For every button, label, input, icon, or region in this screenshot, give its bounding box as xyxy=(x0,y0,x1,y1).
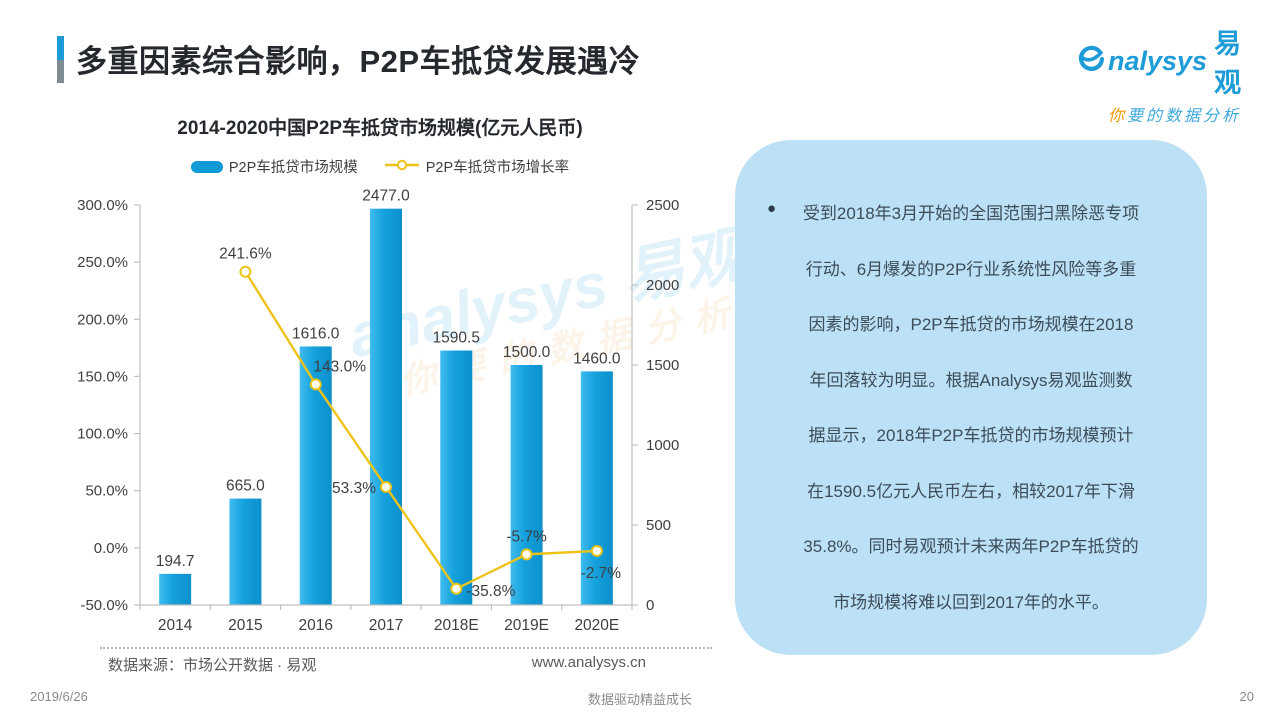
legend-label-line: P2P车抵贷市场增长率 xyxy=(425,160,570,176)
footer-date: 2019/6/26 xyxy=(30,689,88,704)
page-title: 多重因素综合影响，P2P车抵贷发展遇冷 xyxy=(76,44,641,79)
analysys-logo-mark-icon xyxy=(1078,45,1105,77)
website-text: www.analysys.cn xyxy=(531,654,646,671)
insight-line-1: 受到2018年3月开始的全国范围扫黑除恶专项 xyxy=(802,204,1140,223)
category-label-2016: 2016 xyxy=(298,617,332,634)
source-row: 数据来源：市场公开数据 · 易观 www.analysys.cn xyxy=(108,654,646,675)
right-axis-tick-label: 2500 xyxy=(646,197,679,214)
right-axis-tick-label: 1500 xyxy=(646,357,679,374)
logo-tagline: 你要的数据分析 xyxy=(1108,102,1258,126)
left-axis-tick-label: 150.0% xyxy=(77,368,128,385)
data-source-text: 数据来源：市场公开数据 · 易观 xyxy=(108,657,317,674)
growth-marker-2015 xyxy=(239,265,252,278)
category-label-2019E: 2019E xyxy=(504,617,549,634)
bar-2020E xyxy=(580,371,613,605)
left-axis-tick-label: 0.0% xyxy=(94,540,128,557)
growth-value-2017: 53.3% xyxy=(332,480,376,497)
category-label-2015: 2015 xyxy=(228,617,262,634)
insight-line-2: 行动、6月爆发的P2P行业系统性风险等多重 xyxy=(805,259,1137,279)
line-series-marker-icon xyxy=(384,159,420,175)
chart-title: 2014-2020中国P2P车抵贷市场规模(亿元人民币) xyxy=(177,118,583,139)
growth-marker-2016 xyxy=(309,378,322,391)
growth-marker-2018E xyxy=(450,582,463,595)
insight-line-3: 因素的影响，P2P车抵贷的市场规模在2018 xyxy=(808,315,1134,334)
category-label-2018E: 2018E xyxy=(434,617,479,634)
bar-2019E xyxy=(510,365,543,605)
market-chart-svg: 194.7 665.0 1616.0 2477.0 1590.5 1500.0 1460.0… xyxy=(77,188,679,634)
logo-tagline-first: 你 xyxy=(1108,108,1128,125)
bar-value-2015: 665.0 xyxy=(226,478,265,495)
right-axis-tick-label: 500 xyxy=(646,517,671,534)
bar-value-2019E: 1500.0 xyxy=(503,344,551,361)
insight-text: 受到2018年3月开始的全国范围扫黑除恶专项 行动、6月爆发的P2P行业系统性风险… xyxy=(759,186,1183,630)
insight-line-7: 35.8%。同时易观预计未来两年P2P车抵贷的 xyxy=(803,537,1139,556)
logo-tagline-rest: 要的数据分析 xyxy=(1127,108,1242,125)
category-label-2014: 2014 xyxy=(158,617,193,634)
bar-series-swatch-icon xyxy=(190,160,223,173)
analysys-logo: nalysys 易观 你要的数据分析 xyxy=(1078,22,1258,126)
growth-value-2016: 143.0% xyxy=(313,358,366,375)
bar-2015 xyxy=(229,498,262,605)
bar-2017 xyxy=(370,208,402,605)
bar-value-2018E: 1590.5 xyxy=(433,330,480,347)
growth-value-2015: 241.6% xyxy=(219,246,272,263)
page-number: 20 xyxy=(1239,689,1254,704)
left-axis-tick-label: 50.0% xyxy=(85,483,128,500)
growth-marker-2017 xyxy=(380,480,392,493)
accent-bar-blue xyxy=(57,36,64,60)
left-axis-tick-label: 100.0% xyxy=(77,426,128,443)
category-label-2020E: 2020E xyxy=(574,617,619,634)
right-axis-tick-label: 1000 xyxy=(646,437,679,454)
category-label-2017: 2017 xyxy=(369,617,403,634)
footer-slogan: 数据驱动精益成长 xyxy=(587,692,692,707)
right-axis-tick-label: 0 xyxy=(646,597,654,614)
bar-value-2017: 2477.0 xyxy=(362,188,410,205)
insight-line-4: 年回落较为明显。根据Analysys易观监测数 xyxy=(809,370,1133,390)
left-axis-tick-label: 200.0% xyxy=(77,311,128,328)
legend-label-bar: P2P车抵贷市场规模 xyxy=(228,160,358,176)
source-separator xyxy=(100,647,712,649)
logo-text-en: nalysys xyxy=(1108,45,1208,76)
legend-item-bar: P2P车抵贷市场规模 xyxy=(190,156,358,177)
growth-line xyxy=(244,271,597,591)
logo-text-cn: 易观 xyxy=(1214,29,1248,98)
accent-bar-gray xyxy=(57,60,64,83)
growth-value-2020E: -2.7% xyxy=(581,565,622,582)
insight-line-8: 市场规模将难以回到2017年的水平。 xyxy=(833,592,1109,612)
bar-value-2014: 194.7 xyxy=(156,553,195,570)
bar-2014 xyxy=(159,573,192,605)
left-axis-tick-label: -50.0% xyxy=(80,597,128,614)
insight-line-6: 在1590.5亿元人民币左右，相较2017年下滑 xyxy=(807,481,1135,501)
growth-marker-2019E xyxy=(520,548,533,561)
bar-2018E xyxy=(440,350,473,605)
growth-marker-2020E xyxy=(590,544,603,557)
bar-value-2016: 1616.0 xyxy=(292,325,340,342)
insight-line-5: 据显示，2018年P2P车抵贷的市场规模预计 xyxy=(808,426,1134,445)
insight-panel: ● 受到2018年3月开始的全国范围扫黑除恶专项 行动、6月爆发的P2P行业系统性… xyxy=(735,140,1207,655)
legend-item-line: P2P车抵贷市场增长率 xyxy=(384,156,569,177)
chart-legend: P2P车抵贷市场规模 P2P车抵贷市场增长率 xyxy=(120,156,640,177)
left-axis-tick-label: 300.0% xyxy=(77,197,128,214)
bar-value-2020E: 1460.0 xyxy=(573,350,621,367)
title-accent-bar xyxy=(57,36,64,83)
growth-value-2018E: -35.8% xyxy=(466,583,515,600)
left-axis-tick-label: 250.0% xyxy=(77,254,128,271)
right-axis-tick-label: 2000 xyxy=(646,277,679,294)
growth-value-2019E: -5.7% xyxy=(506,528,547,545)
bullet-icon: ● xyxy=(767,200,777,217)
